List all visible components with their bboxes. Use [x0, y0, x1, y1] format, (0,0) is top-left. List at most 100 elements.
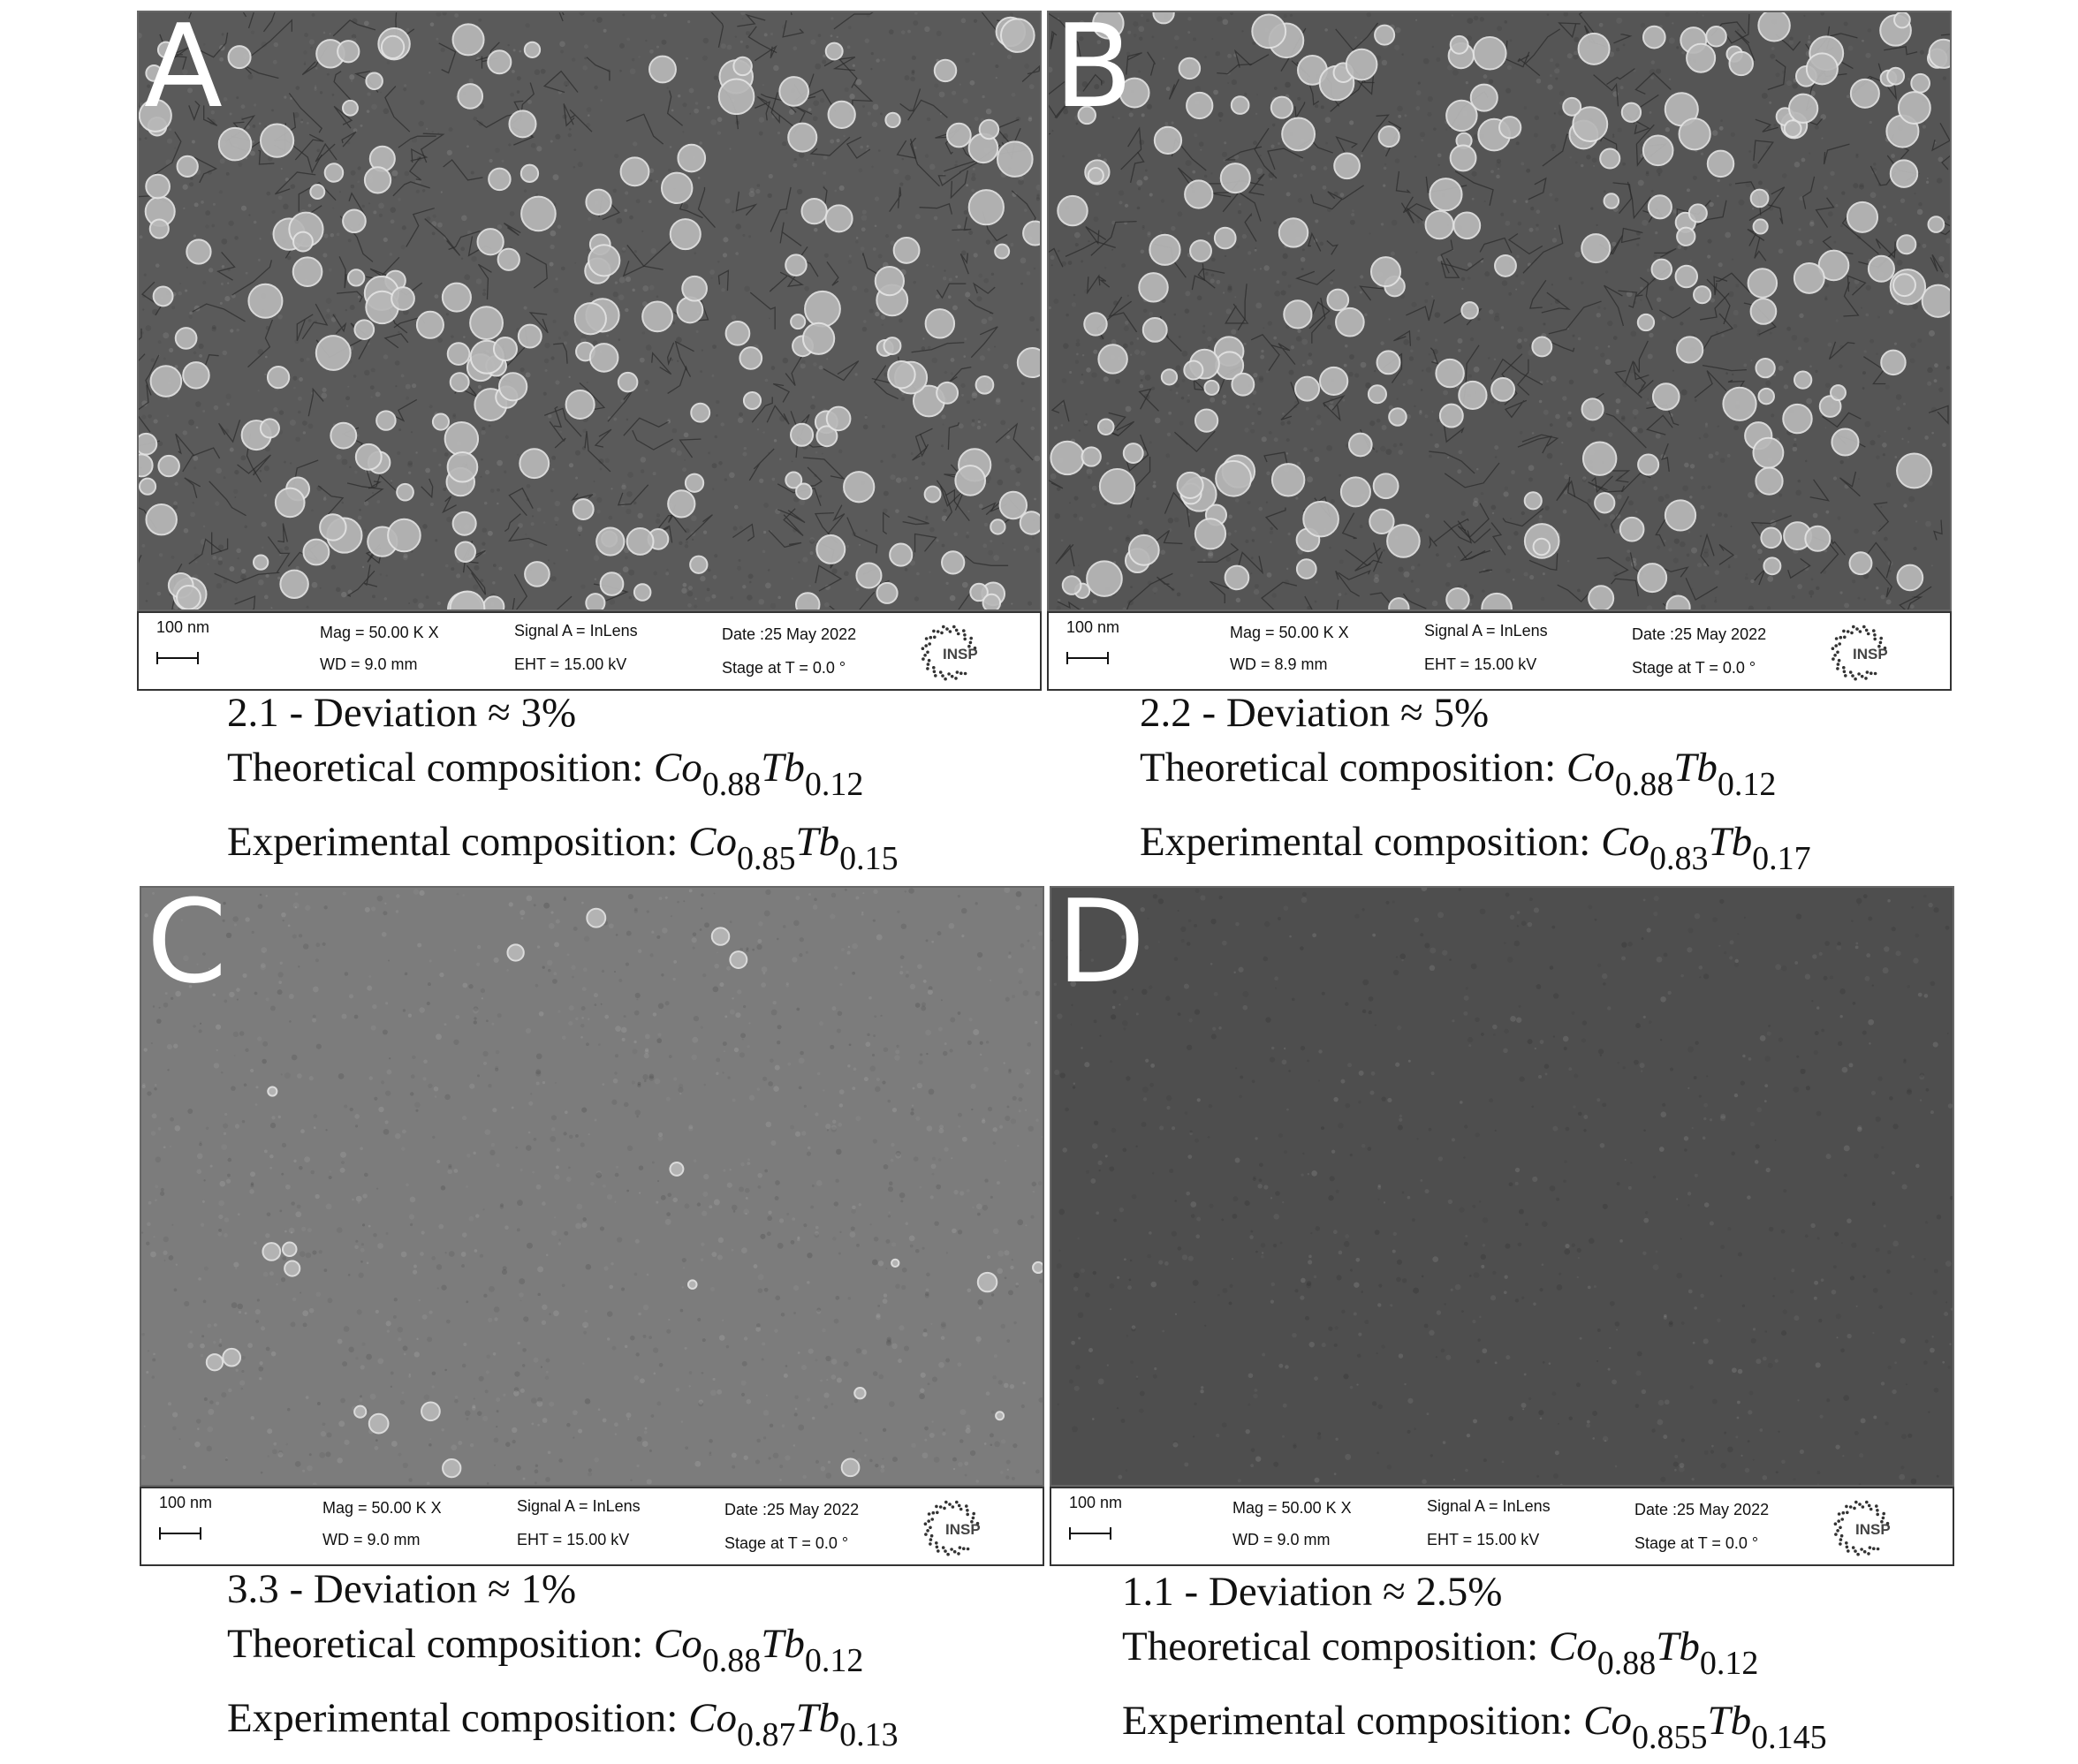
particle	[346, 269, 366, 287]
particle	[281, 1241, 298, 1258]
particle	[1472, 35, 1507, 71]
particle	[1893, 12, 1911, 29]
particle	[1889, 159, 1919, 188]
element-fraction: 0.855	[1631, 1719, 1708, 1756]
eht-voltage: EHT = 15.00 kV	[1424, 655, 1537, 673]
particle	[451, 511, 477, 536]
particle	[941, 550, 966, 575]
particle	[449, 590, 486, 609]
particle	[874, 266, 906, 297]
particle	[1788, 93, 1819, 124]
micrograph-background	[1051, 888, 1953, 1485]
particle	[1098, 467, 1136, 505]
particle	[1867, 254, 1895, 283]
particle	[520, 163, 540, 183]
theoretical-composition: Theoretical composition: Co0.88Tb0.12	[227, 744, 863, 804]
particle	[1119, 77, 1150, 109]
particle	[259, 418, 280, 439]
scale-bar-icon	[156, 652, 199, 664]
magnification: Mag = 50.00 K X	[1230, 624, 1349, 641]
particle	[1498, 116, 1522, 140]
particle	[1458, 380, 1488, 411]
particle	[787, 122, 818, 153]
particle	[1693, 285, 1712, 305]
particle	[1184, 179, 1214, 209]
particle	[446, 342, 471, 366]
particle	[840, 1457, 861, 1478]
element-fraction: 0.88	[702, 1642, 762, 1679]
particle	[617, 371, 639, 393]
particle	[1706, 149, 1735, 178]
particle	[681, 275, 708, 302]
panel-letter: A	[144, 11, 223, 133]
particle	[1572, 106, 1609, 143]
particle	[676, 296, 704, 324]
sem-data-bar: 100 nm Mag = 50.00 K X WD = 9.0 mm Signal A…	[137, 611, 1042, 691]
particle	[391, 286, 415, 311]
theoretical-composition: Theoretical composition: Co0.88Tb0.12	[227, 1620, 863, 1680]
insp-logo-icon: INSP	[1831, 625, 1888, 681]
theoretical-composition-formula: Co0.88Tb0.12	[653, 1621, 864, 1679]
particle	[1637, 453, 1660, 476]
particle	[565, 389, 595, 420]
particle	[717, 78, 755, 116]
panel-c: C 100 nm Mag = 50.00 K X WD = 9.0 mm Signal …	[140, 886, 1044, 1566]
particle	[1760, 526, 1783, 549]
particle	[1642, 134, 1674, 167]
particle	[975, 375, 995, 395]
stage-tilt: Stage at T = 0.0 °	[724, 1534, 849, 1552]
element-fraction: 0.87	[736, 1716, 796, 1753]
particle	[1388, 407, 1407, 427]
experimental-composition-label: Experimental composition:	[1122, 1698, 1584, 1744]
scale-bar-icon	[159, 1527, 201, 1540]
particle	[1752, 436, 1785, 469]
particle	[1050, 440, 1085, 476]
particle	[946, 122, 972, 148]
experimental-composition-formula: Co0.83Tb0.17	[1601, 819, 1811, 877]
particle	[1449, 144, 1477, 172]
particle	[1278, 217, 1309, 248]
element-fraction: 0.12	[1717, 766, 1777, 803]
particle	[1782, 403, 1813, 435]
particle	[1603, 193, 1620, 209]
stage-tilt: Stage at T = 0.0 °	[722, 659, 846, 677]
particle	[1019, 511, 1040, 535]
particle	[982, 593, 1002, 609]
particle	[724, 321, 751, 346]
theoretical-composition-formula: Co0.88Tb0.12	[1566, 745, 1777, 803]
theoretical-composition-label: Theoretical composition:	[227, 1621, 654, 1667]
particle	[1251, 13, 1287, 49]
particle	[954, 465, 987, 496]
particle	[891, 1258, 900, 1268]
stage-tilt: Stage at T = 0.0 °	[1634, 1534, 1759, 1552]
particle	[1490, 376, 1516, 402]
particle	[619, 156, 650, 187]
particle	[176, 155, 199, 178]
sem-micrograph: A	[137, 11, 1042, 611]
particle	[375, 410, 397, 431]
particle	[145, 64, 163, 82]
crack-network	[139, 12, 1040, 609]
element-symbol: Tb	[1656, 1624, 1700, 1669]
particle	[785, 471, 803, 489]
experimental-composition-label: Experimental composition:	[227, 1695, 689, 1741]
particle	[739, 346, 763, 370]
sem-micrograph: D	[1050, 886, 1954, 1487]
particle	[1096, 418, 1115, 435]
particle	[855, 562, 883, 589]
particle	[1805, 52, 1839, 86]
deviation-label: 2.2 - Deviation ≈ 5%	[1140, 690, 1490, 736]
element-symbol: Co	[653, 1621, 702, 1667]
particle	[1386, 524, 1421, 558]
particle	[1219, 163, 1251, 194]
particle	[342, 208, 367, 234]
particle	[487, 49, 512, 75]
particle	[174, 327, 198, 350]
particle	[315, 335, 352, 371]
particle	[1562, 96, 1582, 117]
particle	[1676, 226, 1696, 246]
experimental-composition-formula: Co0.85Tb0.15	[688, 819, 899, 877]
panel-letter: B	[1054, 11, 1134, 133]
particle	[1377, 125, 1400, 148]
panel-a: A 100 nm Mag = 50.00 K X WD = 9.0 mm Signal …	[137, 11, 1042, 691]
